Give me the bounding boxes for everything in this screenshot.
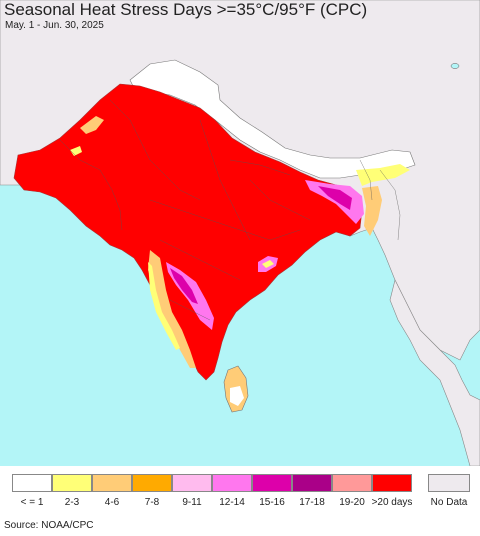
legend-swatch: [292, 474, 332, 492]
legend-label: 17-18: [299, 497, 325, 508]
legend-label: 12-14: [219, 497, 245, 508]
legend-swatch: [132, 474, 172, 492]
northwest-margin: [80, 116, 104, 134]
legend-swatch: [212, 474, 252, 492]
small-island: [450, 63, 460, 69]
east-coast-yellow: [262, 260, 274, 268]
bengal-pink-band: [305, 180, 364, 224]
legend: < = 1 2-3 4-6 7-8 9-11 12-14 15-16 17-18 19-20 >2…: [0, 466, 480, 514]
legend-label: 19-20: [339, 497, 365, 508]
west-coast-yellow: [148, 262, 180, 350]
northeast-yellow: [356, 164, 410, 186]
deccan-magenta-patch: [170, 268, 198, 304]
legend-label: < = 1: [20, 497, 44, 508]
bengal-magenta-band: [318, 186, 352, 210]
internal-borders: [59, 99, 401, 321]
heat-stress-map: [0, 0, 480, 466]
legend-label: 4-6: [104, 497, 120, 508]
map-subtitle: May. 1 - Jun. 30, 2025: [5, 20, 104, 31]
legend-swatch: [332, 474, 372, 492]
legend-swatch: [372, 474, 412, 492]
sri-lanka-white: [230, 386, 244, 406]
region-over-20-days: [13, 83, 363, 381]
legend-swatch: [92, 474, 132, 492]
legend-label-no-data: No Data: [430, 497, 468, 508]
land-southeast-asia: [389, 279, 480, 466]
legend-label: >20 days: [371, 497, 413, 508]
source-credit: Source: NOAA/CPC: [4, 520, 94, 531]
northeast-orange: [362, 186, 382, 236]
northwest-yellow: [70, 146, 82, 156]
legend-label: 2-3: [64, 497, 80, 508]
west-coast-margin: [148, 250, 196, 368]
legend-swatch: [172, 474, 212, 492]
legend-label: 15-16: [259, 497, 285, 508]
map-title: Seasonal Heat Stress Days >=35°C/95°F (C…: [4, 0, 368, 19]
legend-label: 7-8: [144, 497, 160, 508]
legend-swatch-no-data: [428, 474, 470, 492]
legend-swatch: [252, 474, 292, 492]
legend-swatch: [52, 474, 92, 492]
legend-swatch: [12, 474, 52, 492]
legend-label: 9-11: [182, 497, 202, 508]
